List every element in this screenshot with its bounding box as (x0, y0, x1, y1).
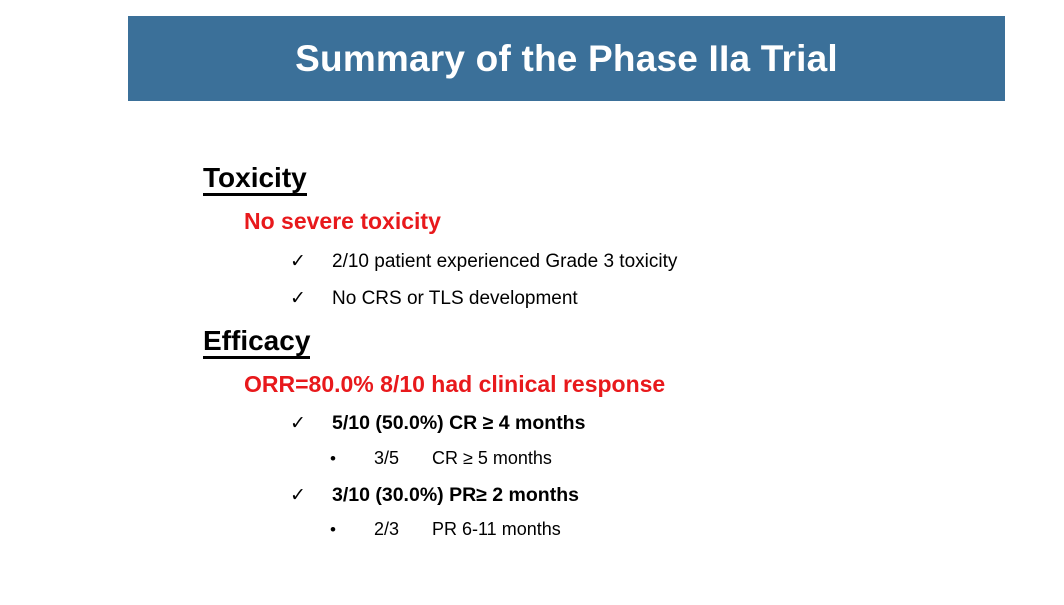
section-heading-efficacy-label: Efficacy (203, 327, 311, 359)
check-icon: ✓ (290, 288, 306, 309)
highlight-no-severe-toxicity: No severe toxicity (244, 208, 441, 234)
list-item: ✓ 5/10 (50.0%) CR ≥ 4 months (290, 412, 586, 434)
list-item-label: 5/10 (50.0%) CR ≥ 4 months (332, 412, 586, 434)
list-item: ✓ 2/10 patient experienced Grade 3 toxic… (290, 252, 677, 271)
sub-list-item-label: CR ≥ 5 months (432, 448, 552, 468)
page-title: Summary of the Phase IIa Trial (295, 38, 838, 79)
list-item: ✓ 3/10 (30.0%) PR≥ 2 months (290, 484, 579, 506)
section-heading-toxicity: Toxicity (203, 164, 307, 196)
bullet-dot-icon: • (330, 520, 336, 539)
title-banner: Summary of the Phase IIa Trial (128, 16, 1005, 101)
check-icon: ✓ (290, 413, 306, 434)
sub-list-item-label: PR 6-11 months (432, 519, 561, 539)
check-icon: ✓ (290, 251, 306, 272)
list-item-label: No CRS or TLS development (332, 288, 578, 309)
section-heading-toxicity-label: Toxicity (203, 164, 307, 196)
sub-list-item-fraction: 3/5 (374, 448, 400, 468)
sub-list-item: • 3/5 CR ≥ 5 months (330, 449, 552, 467)
list-item: ✓ No CRS or TLS development (290, 289, 578, 308)
sub-list-item: • 2/3 PR 6-11 months (330, 520, 561, 538)
highlight-orr: ORR=80.0% 8/10 had clinical response (244, 371, 666, 397)
list-item-label: 3/10 (30.0%) PR≥ 2 months (332, 484, 579, 506)
slide-content: Toxicity No severe toxicity ✓ 2/10 patie… (0, 101, 1064, 605)
check-icon: ✓ (290, 485, 306, 506)
section-heading-efficacy: Efficacy (203, 327, 311, 359)
list-item-label: 2/10 patient experienced Grade 3 toxicit… (332, 251, 678, 272)
sub-list-item-fraction: 2/3 (374, 519, 400, 539)
bullet-dot-icon: • (330, 449, 336, 468)
